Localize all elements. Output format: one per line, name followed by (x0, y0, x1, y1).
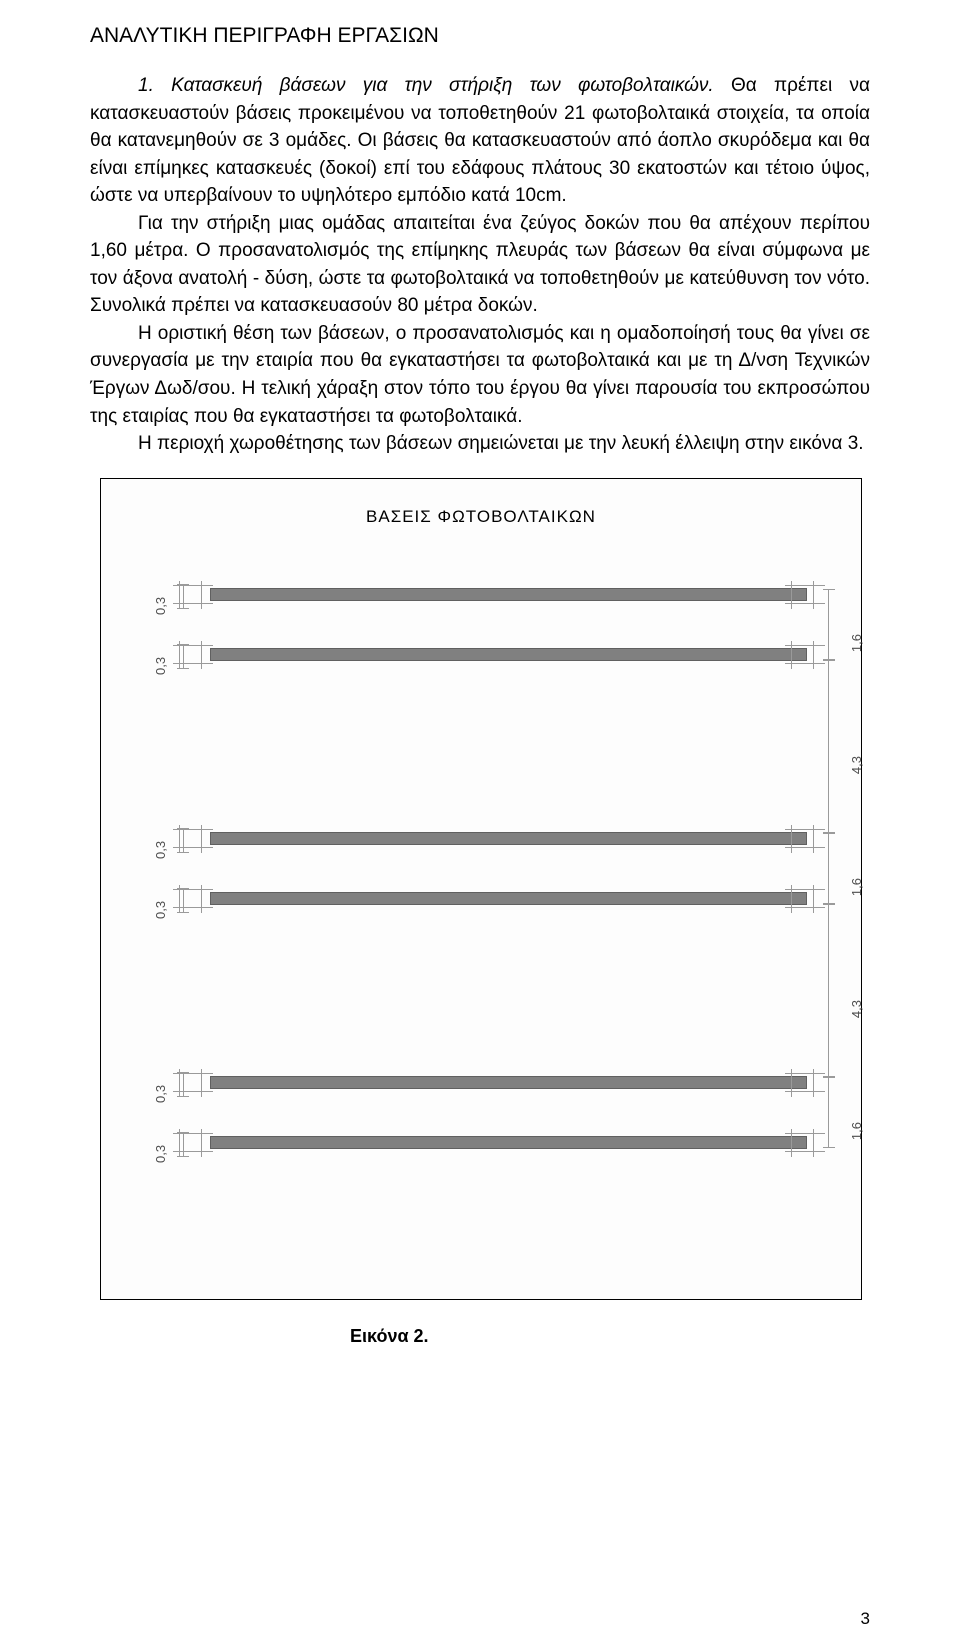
dim-label: 0,3 (153, 841, 168, 859)
dim-line (828, 1077, 829, 1148)
dim-left: 0,3 (151, 584, 191, 609)
dim-tick (177, 1132, 189, 1133)
dim-tick (823, 904, 835, 905)
dim-tick (177, 912, 189, 913)
dim-label: 1,6 (849, 878, 864, 896)
dim-tick (177, 608, 189, 609)
dim-right: 4,3 (803, 660, 843, 833)
paragraph-3: Η οριστική θέση των βάσεων, ο προσανατολ… (90, 323, 870, 427)
dim-tick (823, 660, 835, 661)
dim-line (183, 644, 184, 669)
dim-right: 4,3 (803, 904, 843, 1077)
dim-label: 4,3 (849, 1000, 864, 1018)
figure-caption: Εικόνα 2. (350, 1326, 870, 1347)
dim-tick (177, 828, 189, 829)
paragraph-4: Η περιοχή χωροθέτησης των βάσεων σημειών… (138, 433, 864, 454)
body-text: 1. Κατασκευή βάσεων για την στήριξη των … (90, 72, 870, 458)
page-title: ΑΝΑΛΥΤΙΚΗ ΠΕΡΙΓΡΑΦΗ ΕΡΓΑΣΙΩΝ (90, 24, 870, 48)
dim-tick (177, 852, 189, 853)
page-number: 3 (861, 1609, 870, 1629)
dim-label: 0,3 (153, 657, 168, 675)
dim-tick (177, 644, 189, 645)
dim-label: 0,3 (153, 1085, 168, 1103)
dim-tick (177, 584, 189, 585)
dim-tick (177, 888, 189, 889)
dim-line (183, 828, 184, 853)
section-heading: 1. Κατασκευή βάσεων για την στήριξη των … (138, 75, 714, 96)
dim-right: 1,6 (803, 833, 843, 904)
dim-line (828, 660, 829, 833)
dim-right: 1,6 (803, 1077, 843, 1148)
beam (211, 1077, 806, 1088)
dim-line (183, 1072, 184, 1097)
dim-right: 1,6 (803, 589, 843, 660)
dim-tick (177, 1072, 189, 1073)
document-page: ΑΝΑΛΥΤΙΚΗ ΠΕΡΙΓΡΑΦΗ ΕΡΓΑΣΙΩΝ 1. Κατασκευ… (0, 0, 960, 1647)
dim-left: 0,3 (151, 828, 191, 853)
dim-left: 0,3 (151, 1072, 191, 1097)
beam (211, 893, 806, 904)
dim-line (183, 888, 184, 913)
dim-tick (823, 589, 835, 590)
dim-left: 0,3 (151, 1132, 191, 1157)
dim-line (828, 833, 829, 904)
dim-line (828, 589, 829, 660)
dim-label: 0,3 (153, 597, 168, 615)
dim-label: 0,3 (153, 1145, 168, 1163)
figure-wrap: ΒΑΣΕΙΣ ΦΩΤΟΒΟΛΤΑΙΚΩΝ 0,30,30,30,30,30,31… (90, 478, 870, 1347)
dim-line (183, 1132, 184, 1157)
dim-left: 0,3 (151, 888, 191, 913)
dim-line (183, 584, 184, 609)
technical-drawing: ΒΑΣΕΙΣ ΦΩΤΟΒΟΛΤΑΙΚΩΝ 0,30,30,30,30,30,31… (100, 478, 862, 1300)
dim-tick (823, 1077, 835, 1078)
beam (211, 833, 806, 844)
dim-label: 4,3 (849, 756, 864, 774)
beam (211, 589, 806, 600)
figure-title: ΒΑΣΕΙΣ ΦΩΤΟΒΟΛΤΑΙΚΩΝ (101, 507, 861, 527)
dim-label: 0,3 (153, 901, 168, 919)
dim-tick (177, 1096, 189, 1097)
beam (211, 1137, 806, 1148)
dim-line (828, 904, 829, 1077)
dim-tick (177, 668, 189, 669)
dim-left: 0,3 (151, 644, 191, 669)
dim-label: 1,6 (849, 1122, 864, 1140)
dim-label: 1,6 (849, 634, 864, 652)
dim-tick (823, 833, 835, 834)
paragraph-2: Για την στήριξη μιας ομάδας απαιτείται έ… (90, 213, 870, 317)
dim-tick (823, 1147, 835, 1148)
dim-tick (177, 1156, 189, 1157)
beam (211, 649, 806, 660)
